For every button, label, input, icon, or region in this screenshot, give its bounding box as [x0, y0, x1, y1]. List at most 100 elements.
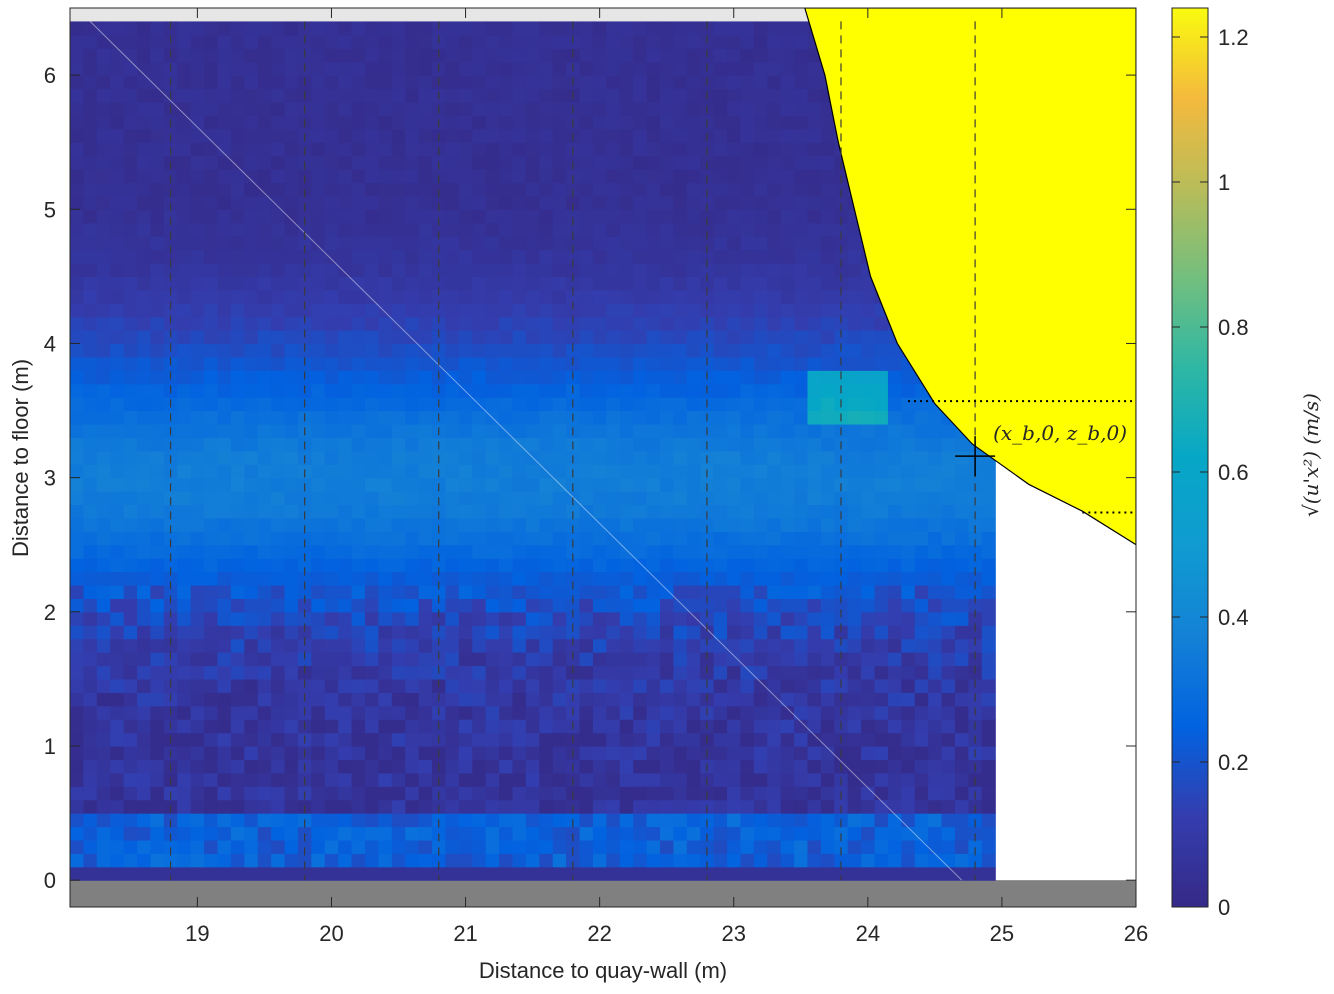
heatmap-cell [217, 584, 232, 599]
heatmap-cell [713, 705, 728, 720]
heatmap-cell [150, 276, 165, 291]
heatmap-cell [512, 88, 527, 103]
heatmap-cell [592, 625, 607, 640]
heatmap-cell [190, 249, 205, 264]
heatmap-cell [418, 866, 433, 881]
heatmap-cell [445, 249, 460, 264]
heatmap-cell [981, 504, 996, 519]
heatmap-cell [96, 115, 111, 130]
heatmap-cell [592, 652, 607, 667]
heatmap-cell [592, 236, 607, 251]
heatmap-cell [619, 34, 634, 49]
heatmap-cell [70, 491, 85, 506]
heatmap-cell [619, 330, 634, 345]
heatmap-cell [123, 88, 138, 103]
heatmap-cell [794, 303, 809, 318]
heatmap-cell [83, 262, 98, 277]
heatmap-cell [619, 209, 634, 224]
heatmap-cell [338, 692, 353, 707]
heatmap-cell [257, 75, 272, 90]
heatmap-cell [257, 450, 272, 465]
heatmap-cell [767, 799, 782, 814]
heatmap-cell [137, 544, 152, 559]
heatmap-cell [190, 48, 205, 63]
heatmap-cell [364, 383, 379, 398]
heatmap-cell [606, 464, 621, 479]
heatmap-cell [96, 330, 111, 345]
heatmap-cell [861, 665, 876, 680]
heatmap-cell [512, 611, 527, 626]
heatmap-cell [110, 182, 125, 197]
heatmap-cell [244, 222, 259, 237]
heatmap-cell [659, 182, 674, 197]
heatmap-cell [177, 531, 192, 546]
heatmap-cell [901, 611, 916, 626]
heatmap-cell [244, 169, 259, 184]
heatmap-cell [539, 866, 554, 881]
heatmap-cell [861, 638, 876, 653]
heatmap-cell [914, 397, 929, 412]
heatmap-cell [458, 410, 473, 425]
heatmap-cell [150, 531, 165, 546]
heatmap-cell [686, 61, 701, 76]
heatmap-cell [579, 678, 594, 693]
heatmap-cell [405, 652, 420, 667]
heatmap-cell [83, 786, 98, 801]
heatmap-cell [458, 303, 473, 318]
heatmap-cell [981, 598, 996, 613]
heatmap-cell [646, 34, 661, 49]
heatmap-cell [861, 330, 876, 345]
heatmap-cell [432, 236, 447, 251]
heatmap-cell [807, 759, 822, 774]
heatmap-cell [767, 128, 782, 143]
heatmap-cell [137, 652, 152, 667]
heatmap-cell [525, 598, 540, 613]
heatmap-cell [244, 598, 259, 613]
heatmap-cell [405, 316, 420, 331]
heatmap-cell [740, 155, 755, 170]
heatmap-cell [96, 826, 111, 841]
heatmap-cell [418, 209, 433, 224]
heatmap-cell [378, 571, 393, 586]
heatmap-cell [579, 571, 594, 586]
heatmap-cell [512, 155, 527, 170]
heatmap-cell [539, 21, 554, 36]
heatmap-cell [271, 276, 286, 291]
heatmap-cell [820, 370, 835, 385]
heatmap-cell [137, 558, 152, 573]
heatmap-cell [284, 719, 299, 734]
heatmap-cell [324, 464, 339, 479]
heatmap-cell [727, 48, 742, 63]
heatmap-cell [941, 584, 956, 599]
heatmap-cell [820, 222, 835, 237]
heatmap-cell [244, 249, 259, 264]
heatmap-cell [673, 88, 688, 103]
heatmap-cell [123, 584, 138, 599]
heatmap-cell [740, 799, 755, 814]
heatmap-cell [740, 531, 755, 546]
heatmap-cell [659, 48, 674, 63]
heatmap-cell [177, 866, 192, 881]
heatmap-cell [364, 732, 379, 747]
heatmap-cell [391, 491, 406, 506]
heatmap-cell [847, 450, 862, 465]
heatmap-cell [324, 759, 339, 774]
heatmap-cell [351, 343, 366, 358]
heatmap-cell [364, 316, 379, 331]
heatmap-cell [110, 397, 125, 412]
heatmap-cell [177, 34, 192, 49]
heatmap-cell [70, 732, 85, 747]
heatmap-cell [351, 410, 366, 425]
heatmap-cell [217, 786, 232, 801]
heatmap-cell [230, 289, 245, 304]
heatmap-cell [190, 745, 205, 761]
heatmap-cell [137, 423, 152, 438]
heatmap-cell [861, 356, 876, 371]
heatmap-cell [432, 625, 447, 640]
heatmap-cell [834, 598, 849, 613]
heatmap-cell [230, 88, 245, 103]
heatmap-cell [552, 611, 567, 626]
heatmap-cell [512, 625, 527, 640]
heatmap-cell [177, 732, 192, 747]
heatmap-cell [780, 598, 795, 613]
